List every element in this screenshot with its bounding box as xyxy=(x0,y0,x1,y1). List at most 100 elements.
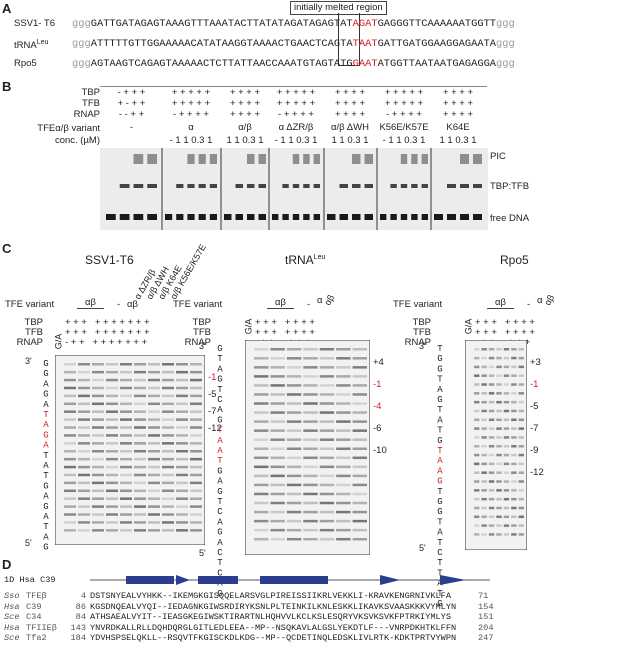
sequence-part: ggg xyxy=(496,18,515,30)
gel-band xyxy=(270,348,285,351)
gel-band xyxy=(78,378,90,382)
row-label: TBP xyxy=(192,317,211,328)
gel-band xyxy=(134,370,146,374)
gel-band xyxy=(496,453,502,457)
gel-band xyxy=(64,473,76,477)
position-marker: -12 xyxy=(530,467,544,478)
gel-band xyxy=(496,436,502,439)
gel-band xyxy=(488,453,495,457)
gel-band xyxy=(411,154,418,164)
prime-label: 3' xyxy=(199,341,206,351)
gel-band xyxy=(481,427,487,430)
gel-band xyxy=(270,537,285,541)
sign-row: + + + + xyxy=(334,87,366,98)
conc-row: 1 1 0.3 1 xyxy=(439,135,477,146)
gel-band xyxy=(303,384,318,387)
gel-band xyxy=(303,357,318,360)
gel-band xyxy=(503,392,510,395)
gel-band xyxy=(481,524,487,527)
gel-band xyxy=(64,394,76,398)
gel-band xyxy=(176,481,188,485)
strand xyxy=(380,575,400,585)
gel-band xyxy=(481,383,487,386)
gel-band xyxy=(78,513,90,516)
gel-band xyxy=(148,434,160,437)
end-position: 204 xyxy=(478,622,494,633)
gel-band xyxy=(352,447,367,450)
gel-band xyxy=(364,184,373,188)
gel-band xyxy=(481,374,487,377)
gel-band xyxy=(488,506,495,510)
gel-band xyxy=(313,184,320,188)
gel-band xyxy=(503,480,510,483)
gel-band xyxy=(481,365,487,369)
conc-row: 1 1 0.3 1 xyxy=(331,135,369,146)
gel-band xyxy=(272,214,279,220)
gel-band xyxy=(336,465,351,469)
gel-band xyxy=(303,429,318,432)
gel-band xyxy=(286,357,302,360)
gel-band xyxy=(176,434,188,437)
gel-band xyxy=(198,184,206,188)
gel-band xyxy=(162,457,174,461)
gel-band xyxy=(503,453,510,457)
gel-band xyxy=(162,497,174,500)
gel-band xyxy=(190,402,202,406)
gel-band xyxy=(190,513,202,516)
gel-band xyxy=(511,409,517,413)
gel-band xyxy=(481,462,487,466)
gel-band xyxy=(474,409,480,413)
gel-band xyxy=(496,418,502,422)
gel-band xyxy=(292,214,300,220)
gel-band xyxy=(352,510,367,514)
row-label: conc. (µM) xyxy=(54,135,100,146)
gel-band xyxy=(187,214,195,220)
gel-band xyxy=(78,434,90,437)
gel-band xyxy=(176,473,188,477)
gel-band xyxy=(120,363,132,366)
gel-band xyxy=(190,457,202,461)
gel-band xyxy=(106,410,118,413)
row-label: TBP xyxy=(412,317,431,328)
gel-band xyxy=(92,505,104,508)
gel-band xyxy=(303,465,318,469)
gel-band xyxy=(120,497,132,500)
gel-band xyxy=(176,184,184,188)
gel-band xyxy=(474,427,480,430)
gel-band xyxy=(270,510,285,514)
gel-band xyxy=(496,506,502,510)
gel-band xyxy=(190,442,202,445)
gel-band xyxy=(488,348,495,351)
gel-band xyxy=(352,348,367,351)
gel-band xyxy=(190,529,202,532)
gel-band xyxy=(488,515,495,519)
single-label: α xyxy=(537,295,543,306)
rotated-label: αβ xyxy=(542,293,557,307)
gel-band xyxy=(319,402,335,405)
sign-row: + + + + + xyxy=(384,87,424,98)
gel-band xyxy=(270,420,285,423)
gel-band xyxy=(92,473,104,477)
gel-band xyxy=(518,383,524,386)
variant-label: α/β ΔWH xyxy=(331,122,369,133)
gel-band xyxy=(303,474,318,478)
sign-row: + + + + + xyxy=(171,87,211,98)
gel-band xyxy=(120,457,132,461)
position-marker: -5 xyxy=(208,389,217,400)
protein: TFEβ xyxy=(26,591,47,601)
gel-band xyxy=(474,506,480,510)
sequence-name: Rpo5 xyxy=(14,58,37,69)
gel-band xyxy=(162,418,174,421)
gel-band xyxy=(64,529,76,532)
gel-band xyxy=(286,447,302,450)
gel-band xyxy=(119,184,130,188)
gel-band xyxy=(120,402,132,406)
gel-band xyxy=(64,497,76,500)
gel-band xyxy=(134,386,146,390)
gel-band xyxy=(176,457,188,461)
gel-band xyxy=(303,528,318,532)
gel-band xyxy=(518,533,524,536)
gel-band xyxy=(488,374,495,377)
gel-band xyxy=(92,457,104,461)
